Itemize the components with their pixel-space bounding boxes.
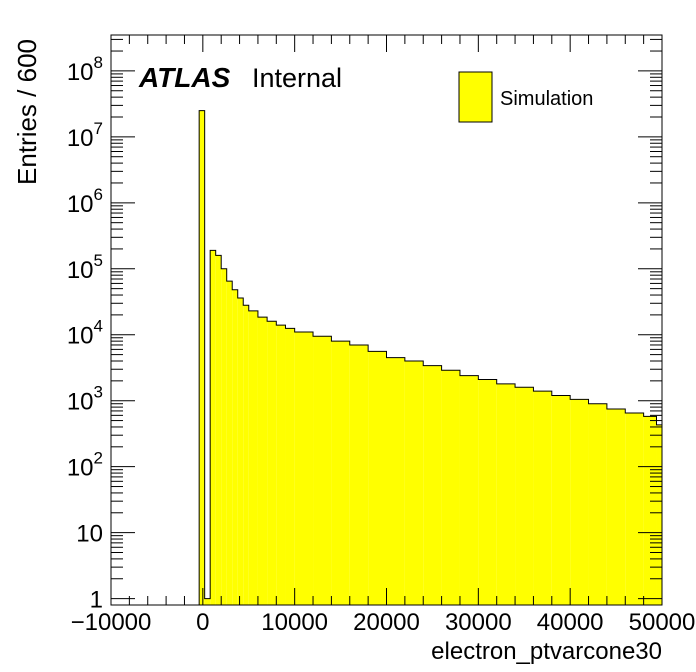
y-axis-label: Entries / 600: [12, 39, 42, 185]
x-tick-label: 0: [196, 609, 209, 636]
histogram-bar: [331, 341, 350, 605]
y-tick-label: 105: [67, 251, 103, 284]
x-tick-label: 20000: [353, 609, 420, 636]
legend-swatch-simulation: [458, 71, 493, 123]
x-tick-label: 40000: [537, 609, 604, 636]
x-tick-label: 50000: [629, 609, 696, 636]
internal-label: Internal: [252, 63, 342, 93]
y-tick-label: 104: [67, 317, 103, 350]
histogram-bar: [237, 298, 244, 605]
histogram-outline: [198, 110, 663, 605]
y-tick-label: 107: [67, 119, 103, 152]
histogram-bar: [199, 110, 205, 605]
histogram-bar: [404, 360, 424, 605]
histogram-bar: [221, 268, 227, 605]
legend-label-simulation: Simulation: [500, 88, 593, 110]
x-tick-label: 10000: [261, 609, 328, 636]
histogram-bar: [267, 321, 277, 605]
y-axis-ticks: 1 10 102 103 104 105 106 107 108: [67, 38, 662, 614]
x-axis-label: electron_ptvarcone30: [431, 638, 662, 665]
x-tick-label: −10000: [71, 609, 152, 636]
x-tick-label: 30000: [445, 609, 512, 636]
histogram-bar: [276, 325, 286, 605]
atlas-label: ATLAS: [138, 62, 231, 93]
histogram-bar: [515, 387, 534, 605]
histogram-bar: [257, 317, 268, 605]
histogram-bar: [349, 344, 369, 605]
histogram-bar: [588, 403, 607, 605]
y-tick-label: 102: [67, 449, 103, 482]
histogram-bar: [248, 310, 258, 605]
histogram-bar: [226, 281, 233, 605]
histogram-bar: [551, 395, 571, 605]
histogram-bar: [204, 598, 211, 605]
histogram-bar: [459, 375, 479, 605]
histogram-bar: [478, 379, 497, 605]
histogram-bar: [243, 305, 249, 605]
histogram-bar: [210, 250, 216, 605]
histogram-bar: [643, 416, 657, 605]
y-tick-label: 10: [76, 521, 103, 548]
histogram-bar: [215, 255, 222, 606]
histogram-bar: [285, 328, 295, 605]
y-tick-label: 106: [67, 185, 103, 218]
histogram-bar: [441, 370, 460, 605]
histogram-bar: [533, 391, 552, 605]
histogram-bar: [313, 336, 332, 605]
histogram-bar: [625, 413, 644, 605]
x-axis-ticks: −10000 0 10000 20000 30000 40000 50000: [71, 35, 696, 636]
histogram-bar: [232, 289, 238, 605]
y-tick-label: 103: [67, 383, 103, 416]
histogram-bar: [656, 424, 662, 605]
y-tick-label: 108: [67, 53, 103, 86]
histogram-bar: [368, 351, 387, 605]
histogram-bar: [386, 357, 405, 605]
histogram-bar: [496, 383, 516, 605]
histogram-bar: [606, 408, 626, 605]
histogram-bar: [570, 399, 589, 605]
histogram-bars: [198, 110, 663, 606]
histogram-bar: [423, 365, 442, 605]
y-tick-label: 1: [90, 587, 103, 614]
histogram-bar: [294, 332, 314, 605]
